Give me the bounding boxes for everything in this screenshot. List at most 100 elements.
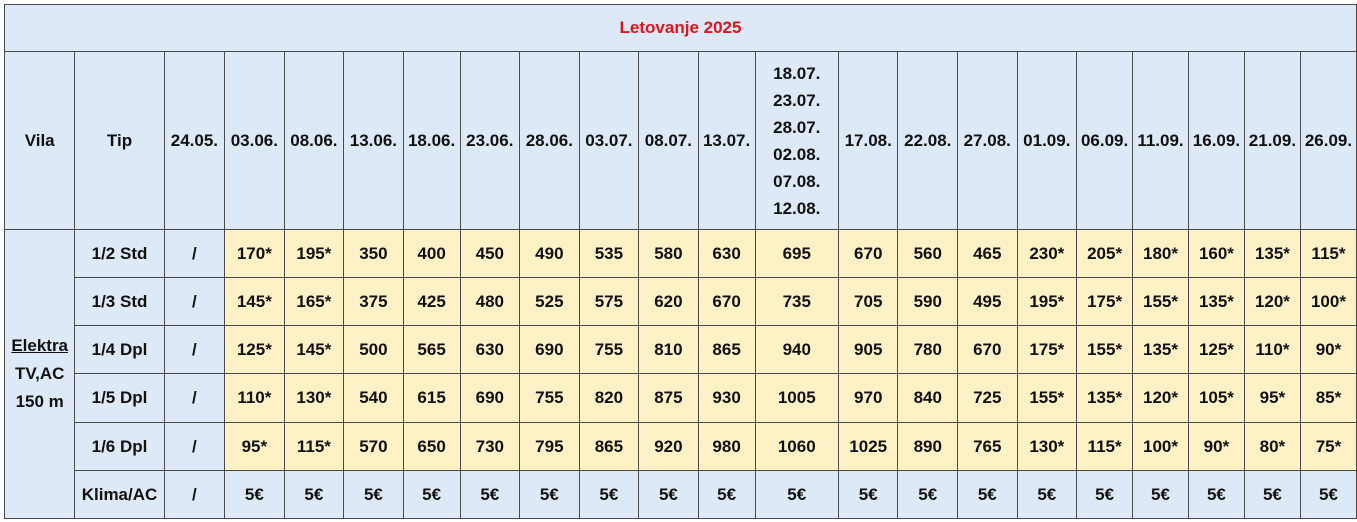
- price-cell: /: [163, 373, 226, 423]
- price-cell: 755: [519, 373, 580, 423]
- price-cell: 695: [754, 229, 839, 278]
- price-cell: 630: [697, 229, 756, 278]
- price-cell: 495: [957, 277, 1018, 326]
- price-cell: 540: [343, 373, 404, 423]
- room-type: 1/6 Dpl: [74, 422, 165, 471]
- price-cell: 650: [402, 422, 461, 471]
- vila-features: TV,AC: [14, 364, 65, 383]
- price-cell: /: [163, 229, 226, 278]
- price-cell: 795: [519, 422, 580, 471]
- price-cell: 500: [343, 325, 404, 374]
- price-cell: /: [163, 422, 226, 471]
- price-cell: 875: [638, 373, 699, 423]
- price-cell: 205*: [1076, 229, 1134, 278]
- price-cell: 480: [459, 277, 521, 326]
- price-cell: 615: [402, 373, 461, 423]
- room-type: 1/5 Dpl: [74, 373, 165, 423]
- klima-cell: 5€: [754, 470, 839, 519]
- price-cell: /: [163, 325, 226, 374]
- klima-cell: 5€: [1076, 470, 1134, 519]
- klima-cell: 5€: [1016, 470, 1078, 519]
- header-date: 26.09.: [1299, 51, 1357, 230]
- table-row: Klima/AC/5€ 5€ 5€ 5€ 5€ 5€ 5€ 5€ 5€ 5€ 5€ 5€ 5€ 5€ 5€ 5…: [5, 470, 1357, 519]
- price-cell: 755: [578, 325, 640, 374]
- header-date: 23.06.: [459, 51, 521, 230]
- price-cell: 115*: [1076, 422, 1134, 471]
- price-cell: 735: [754, 277, 839, 326]
- price-cell: 135*: [1243, 229, 1301, 278]
- price-cell: 560: [897, 229, 959, 278]
- price-cell: 155*: [1076, 325, 1134, 374]
- vila-cell: Elektra TV,AC 150 m: [3, 229, 76, 519]
- header-date: 28.06.: [519, 51, 580, 230]
- header-date: 18.06.: [402, 51, 461, 230]
- klima-cell: 5€: [897, 470, 959, 519]
- price-cell: 160*: [1187, 229, 1245, 278]
- price-cell: 175*: [1016, 325, 1078, 374]
- price-cell: 930: [697, 373, 756, 423]
- price-table: Letovanje 2025 Vila Tip 24.05. 03.06. 08.0…: [3, 4, 1357, 519]
- header-date: 24.05.: [163, 51, 226, 230]
- price-cell: 630: [459, 325, 521, 374]
- klima-cell: 5€: [224, 470, 285, 519]
- table-row: 1/6 Dpl/95* 115* 570 650 730 795 865 920 980 1060…: [5, 422, 1357, 471]
- header-date: 22.08.: [897, 51, 959, 230]
- price-cell: 780: [897, 325, 959, 374]
- price-cell: 1060: [754, 422, 839, 471]
- price-cell: 180*: [1132, 229, 1189, 278]
- price-cell: 95*: [1243, 373, 1301, 423]
- header-row: Vila Tip 24.05. 03.06. 08.06. 13.06. 18.06. 2…: [3, 51, 1357, 230]
- price-cell: 155*: [1016, 373, 1078, 423]
- table-row: 1/4 Dpl/125* 145* 500 565 630 690 755 810 865 940…: [5, 325, 1357, 374]
- price-cell: 905: [837, 325, 899, 374]
- table-row: 1/5 Dpl/110* 130* 540 615 690 755 820 875 930 100…: [5, 373, 1357, 423]
- header-date: 13.07.: [697, 51, 756, 230]
- price-cell: 120*: [1243, 277, 1301, 326]
- price-cell: 400: [402, 229, 461, 278]
- klima-cell: 5€: [837, 470, 899, 519]
- price-cell: 425: [402, 277, 461, 326]
- klima-cell: 5€: [459, 470, 521, 519]
- header-date: 21.09.: [1243, 51, 1301, 230]
- price-cell: 350: [343, 229, 404, 278]
- price-cell: 620: [638, 277, 699, 326]
- price-cell: 230*: [1016, 229, 1078, 278]
- price-cell: 865: [578, 422, 640, 471]
- price-cell: 145*: [224, 277, 285, 326]
- klima-cell: 5€: [1132, 470, 1189, 519]
- price-cell: 170*: [224, 229, 285, 278]
- room-type: 1/2 Std: [74, 229, 165, 278]
- klima-cell: 5€: [1299, 470, 1357, 519]
- header-date: 27.08.: [957, 51, 1018, 230]
- price-cell: 75*: [1299, 422, 1357, 471]
- vila-distance: 150 m: [15, 392, 64, 411]
- klima-cell: 5€: [402, 470, 461, 519]
- price-cell: 110*: [1243, 325, 1301, 374]
- header-date: 08.06.: [283, 51, 345, 230]
- price-cell: 195*: [1016, 277, 1078, 326]
- header-date: 11.09.: [1132, 51, 1189, 230]
- price-cell: 85*: [1299, 373, 1357, 423]
- price-cell: 465: [957, 229, 1018, 278]
- header-date-line: 02.08.: [773, 144, 821, 164]
- price-cell: 135*: [1076, 373, 1134, 423]
- klima-cell: 5€: [638, 470, 699, 519]
- price-cell: 450: [459, 229, 521, 278]
- klima-cell: 5€: [1187, 470, 1245, 519]
- price-cell: 1025: [837, 422, 899, 471]
- price-cell: 165*: [283, 277, 345, 326]
- price-cell: 125*: [224, 325, 285, 374]
- price-cell: 125*: [1187, 325, 1245, 374]
- header-date: 13.06.: [343, 51, 404, 230]
- vila-name: Elektra: [11, 336, 69, 355]
- price-cell: 725: [957, 373, 1018, 423]
- price-cell: 575: [578, 277, 640, 326]
- header-date: 08.07.: [638, 51, 699, 230]
- header-date: 03.07.: [578, 51, 640, 230]
- price-cell: 1005: [754, 373, 839, 423]
- klima-cell: 5€: [697, 470, 756, 519]
- price-cell: 105*: [1187, 373, 1245, 423]
- table-title: Letovanje 2025: [4, 4, 1357, 52]
- price-cell: 115*: [1299, 229, 1357, 278]
- price-cell: 135*: [1132, 325, 1189, 374]
